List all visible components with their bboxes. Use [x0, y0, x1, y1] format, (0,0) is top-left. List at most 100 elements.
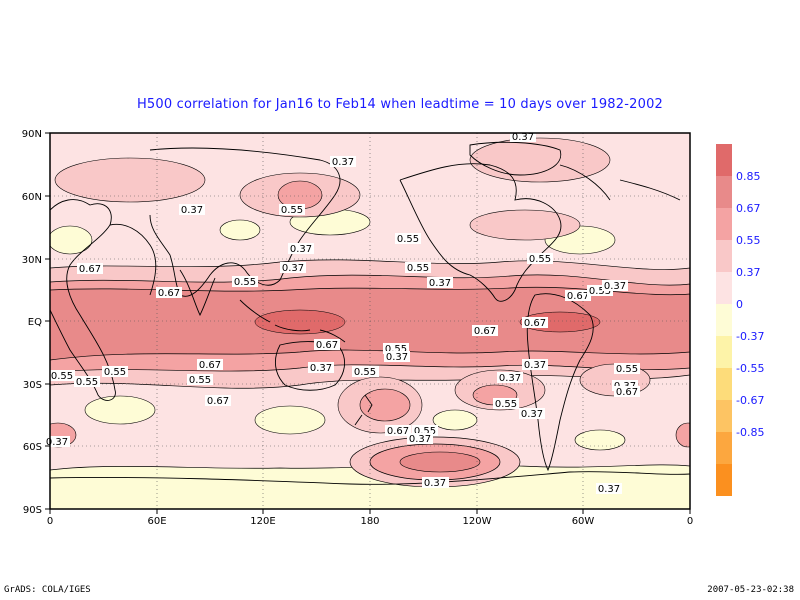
- contour-label: 0.37: [510, 131, 536, 143]
- legend-label: 0: [736, 298, 743, 311]
- legend-label: 0.55: [736, 234, 761, 247]
- svg-text:0.37: 0.37: [499, 373, 521, 384]
- svg-text:0.55: 0.55: [407, 263, 429, 274]
- lat-label-eq: EQ: [28, 317, 42, 328]
- contour-label: 0.55: [352, 366, 378, 378]
- legend-swatch: [716, 240, 732, 272]
- contour-label: 0.55: [493, 398, 519, 410]
- contour-label: 0.55: [102, 366, 128, 378]
- contour-labels: 0.370.370.550.370.370.550.67 0.370.550.67…: [44, 131, 640, 495]
- contour-label: 0.37: [422, 477, 448, 489]
- legend-swatch: [716, 176, 732, 208]
- legend-label: -0.55: [736, 362, 764, 375]
- lon-label-0-end: 0: [687, 516, 693, 527]
- grid-lines: [50, 133, 690, 509]
- svg-text:0.67: 0.67: [524, 318, 546, 329]
- svg-text:0.55: 0.55: [104, 367, 126, 378]
- contour-label: 0.55: [527, 253, 553, 265]
- contour-label: 0.37: [497, 372, 523, 384]
- svg-text:0.55: 0.55: [495, 399, 517, 410]
- map-title: H500 correlation for Jan16 to Feb14 when…: [136, 97, 664, 112]
- svg-text:0.37: 0.37: [524, 360, 546, 371]
- svg-text:0.55: 0.55: [414, 426, 436, 437]
- legend-label: 0.85: [736, 170, 761, 183]
- lon-label-60e: 60E: [147, 516, 166, 527]
- contour-label: 0.37: [522, 359, 548, 371]
- lon-label-60w: 60W: [572, 516, 595, 527]
- contour-label: 0.37: [308, 362, 334, 374]
- svg-text:0.67: 0.67: [616, 387, 638, 398]
- axis-ticks: [45, 132, 691, 514]
- contour-label: 0.55: [412, 425, 438, 437]
- svg-text:0.55: 0.55: [385, 344, 407, 355]
- svg-text:0.37: 0.37: [290, 244, 312, 255]
- contour-label: 0.55: [395, 233, 421, 245]
- svg-text:0.67: 0.67: [199, 360, 221, 371]
- contour-label: 0.67: [77, 263, 103, 275]
- svg-text:0.55: 0.55: [397, 234, 419, 245]
- contour-label: 0.55: [232, 276, 258, 288]
- svg-text:0.55: 0.55: [189, 375, 211, 386]
- contour-label: 0.37: [330, 156, 356, 168]
- svg-text:0.55: 0.55: [281, 205, 303, 216]
- svg-text:0.37: 0.37: [46, 437, 68, 448]
- svg-text:0.37: 0.37: [424, 478, 446, 489]
- lat-label-90n: 90N: [22, 129, 42, 140]
- svg-text:0.55: 0.55: [529, 254, 551, 265]
- legend-swatch: [716, 336, 732, 368]
- svg-text:0.37: 0.37: [512, 132, 534, 143]
- contour-label: 0.67: [522, 317, 548, 329]
- lat-label-60s: 60S: [23, 442, 42, 453]
- svg-text:0.37: 0.37: [409, 434, 431, 445]
- legend-label: -0.85: [736, 426, 764, 439]
- contour-label: 0.37: [280, 262, 306, 274]
- legend-labels: 0.85 0.67 0.55 0.37 0 -0.37 -0.55 -0.67 -0.85: [736, 170, 764, 439]
- svg-text:0.37: 0.37: [282, 263, 304, 274]
- lon-label-0: 0: [47, 516, 53, 527]
- contour-label: 0.55: [279, 204, 305, 216]
- legend-swatch: [716, 432, 732, 464]
- svg-text:0.67: 0.67: [474, 326, 496, 337]
- svg-text:0.55: 0.55: [616, 364, 638, 375]
- svg-text:0.67: 0.67: [567, 291, 589, 302]
- svg-text:0.67: 0.67: [158, 288, 180, 299]
- legend-colorbar: [716, 144, 732, 496]
- svg-text:0.55: 0.55: [354, 367, 376, 378]
- contour-label: 0.37: [407, 433, 433, 445]
- contour-label: 0.67: [385, 425, 411, 437]
- svg-text:0.67: 0.67: [316, 340, 338, 351]
- contour-label: 0.37: [596, 483, 622, 495]
- legend-swatch: [716, 464, 732, 496]
- contour-label: 0.37: [179, 204, 205, 216]
- contour-label: 0.37: [384, 351, 410, 363]
- lat-label-60n: 60N: [22, 192, 42, 203]
- contour-label: 0.55: [74, 376, 100, 388]
- svg-text:0.55: 0.55: [51, 371, 73, 382]
- legend-swatch: [716, 272, 732, 304]
- svg-text:0.37: 0.37: [310, 363, 332, 374]
- svg-text:0.37: 0.37: [386, 352, 408, 363]
- footer-credit: GrADS: COLA/IGES: [4, 585, 91, 595]
- svg-text:0.67: 0.67: [387, 426, 409, 437]
- lat-label-90s: 90S: [23, 505, 42, 516]
- contour-label: 0.67: [156, 287, 182, 299]
- contour-label: 0.55: [614, 363, 640, 375]
- contour-label: 0.67: [205, 395, 231, 407]
- legend-swatch: [716, 144, 732, 176]
- svg-text:0.37: 0.37: [598, 484, 620, 495]
- svg-text:0.37: 0.37: [332, 157, 354, 168]
- lat-label-30s: 30S: [23, 380, 42, 391]
- contour-label: 0.67: [314, 339, 340, 351]
- contour-label: 0.67: [565, 290, 591, 302]
- legend-label: 0.37: [736, 266, 761, 279]
- svg-text:0.55: 0.55: [589, 286, 611, 297]
- legend-swatch: [716, 304, 732, 336]
- legend-swatch: [716, 208, 732, 240]
- contour-label: 0.55: [383, 343, 409, 355]
- contour-label: 0.55: [405, 262, 431, 274]
- svg-text:0.37: 0.37: [429, 278, 451, 289]
- lon-label-120e: 120E: [250, 516, 275, 527]
- contour-label: 0.67: [472, 325, 498, 337]
- contour-label: 0.55: [587, 285, 613, 297]
